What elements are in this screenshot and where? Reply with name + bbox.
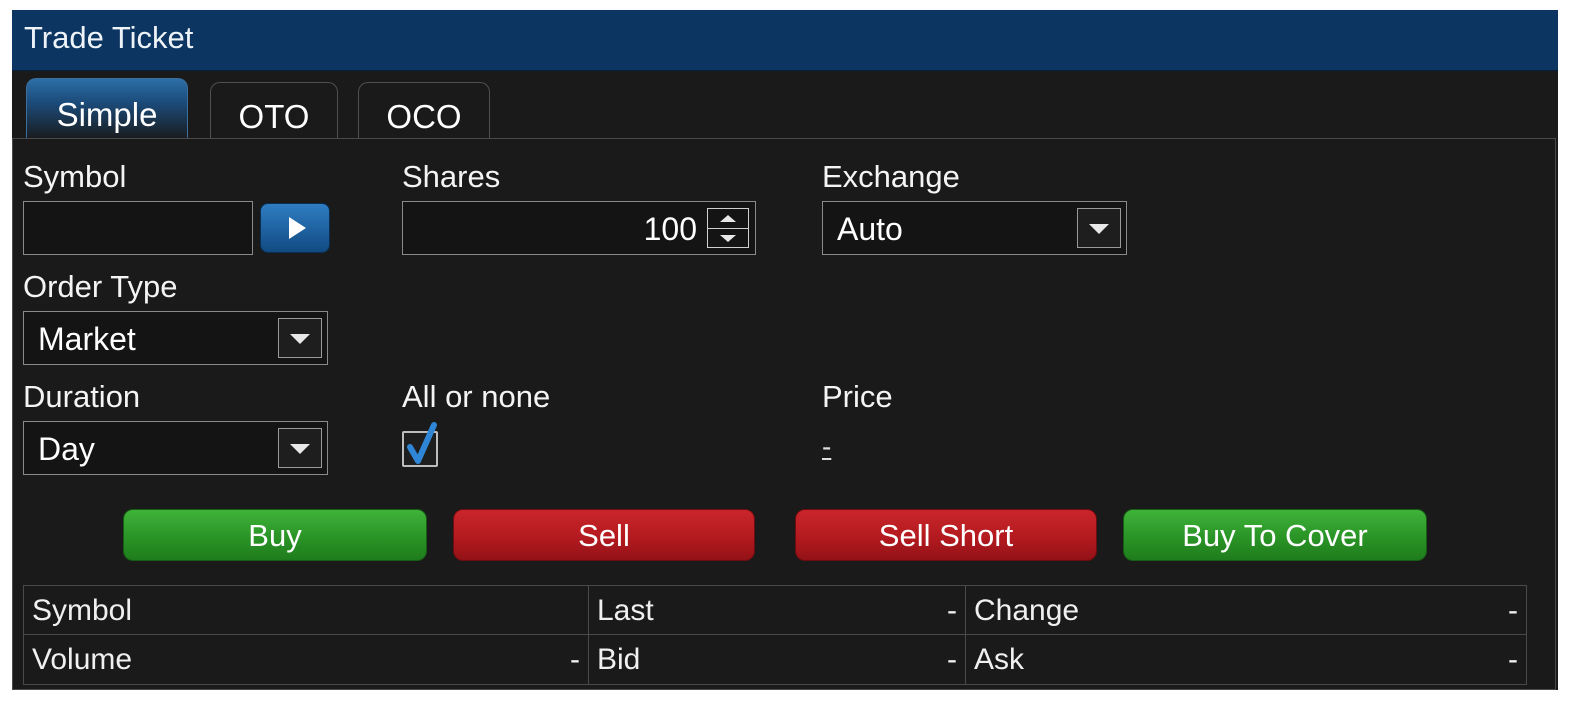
tab-oto[interactable]: OTO: [210, 82, 338, 140]
symbol-input[interactable]: [23, 201, 253, 255]
play-icon: [289, 217, 306, 239]
quote-cell-volume: Volume -: [24, 635, 589, 684]
duration-select[interactable]: Day: [23, 421, 328, 475]
chevron-down-icon: [1089, 224, 1109, 234]
quote-change-value: -: [1508, 594, 1518, 627]
quote-ask-label: Ask: [974, 643, 1025, 676]
quote-last-value: -: [947, 594, 957, 627]
buy-button[interactable]: Buy: [123, 509, 427, 561]
order-type-select-value: Market: [38, 321, 136, 357]
symbol-go-button[interactable]: [260, 203, 330, 253]
quote-cell-bid: Bid -: [589, 635, 966, 684]
window-title: Trade Ticket: [24, 20, 194, 55]
tab-simple[interactable]: Simple: [26, 78, 188, 140]
chevron-down-icon: [290, 444, 310, 454]
exchange-select-value: Auto: [837, 211, 903, 247]
tab-oco[interactable]: OCO: [358, 82, 490, 140]
simple-order-panel: Symbol Shares 100 Exchange Auto Order Ty…: [12, 138, 1556, 690]
quote-symbol-label: Symbol: [32, 594, 133, 627]
duration-label: Duration: [23, 379, 141, 414]
quote-volume-label: Volume: [32, 643, 133, 676]
quote-bid-value: -: [947, 643, 957, 676]
quote-cell-last: Last -: [589, 586, 966, 635]
shares-input-value: 100: [643, 211, 697, 247]
exchange-select[interactable]: Auto: [822, 201, 1127, 255]
quote-bid-label: Bid: [597, 643, 641, 676]
symbol-label: Symbol: [23, 159, 127, 194]
quote-cell-symbol: Symbol: [24, 586, 589, 635]
quote-ask-value: -: [1508, 643, 1518, 676]
all-or-none-checkbox[interactable]: [402, 422, 438, 467]
sell-button[interactable]: Sell: [453, 509, 755, 561]
price-value: -: [822, 431, 832, 462]
quote-change-label: Change: [974, 594, 1080, 627]
quote-cell-ask: Ask -: [966, 635, 1526, 684]
price-label: Price: [822, 379, 893, 414]
checkmark-icon: [407, 422, 437, 464]
stepper-down-icon[interactable]: [708, 228, 748, 247]
order-type-dropdown-button[interactable]: [278, 318, 322, 358]
trade-ticket-window: Trade Ticket Simple OTO OCO Symbol Share…: [12, 10, 1558, 690]
sell-short-button[interactable]: Sell Short: [795, 509, 1097, 561]
order-type-label: Order Type: [23, 269, 178, 304]
order-type-select[interactable]: Market: [23, 311, 328, 365]
stepper-up-icon[interactable]: [708, 209, 748, 228]
duration-dropdown-button[interactable]: [278, 428, 322, 468]
all-or-none-label: All or none: [402, 379, 551, 414]
exchange-label: Exchange: [822, 159, 960, 194]
shares-stepper[interactable]: [707, 208, 749, 248]
buy-to-cover-button[interactable]: Buy To Cover: [1123, 509, 1427, 561]
shares-label: Shares: [402, 159, 501, 194]
exchange-dropdown-button[interactable]: [1077, 208, 1121, 248]
chevron-down-icon: [290, 334, 310, 344]
quote-volume-value: -: [570, 643, 580, 676]
quote-grid: Symbol Last - Change - Volume - Bid - As…: [23, 585, 1527, 685]
shares-input[interactable]: 100: [402, 201, 756, 255]
quote-cell-change: Change -: [966, 586, 1526, 635]
quote-last-label: Last: [597, 594, 654, 627]
title-bar: Trade Ticket: [12, 10, 1558, 71]
duration-select-value: Day: [38, 431, 95, 467]
